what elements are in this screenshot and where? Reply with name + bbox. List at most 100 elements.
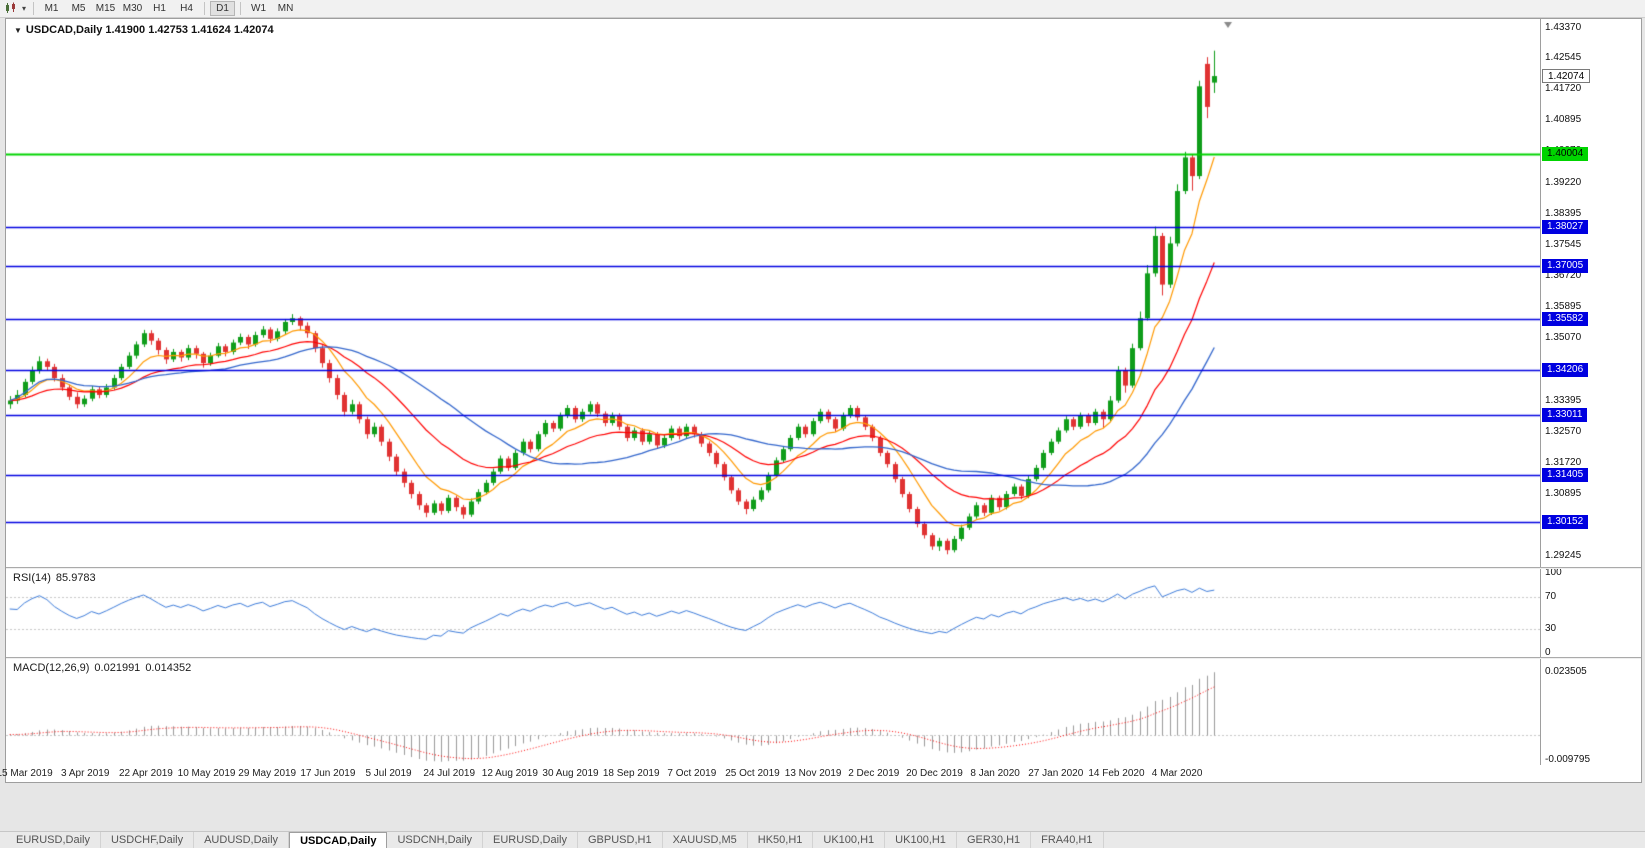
pane-separator[interactable]	[6, 657, 1641, 659]
price-tick-label: 1.36720	[1545, 270, 1582, 282]
date-tick-label: 25 Oct 2019	[725, 768, 780, 779]
chart-tabs-bar: EURUSD,Daily USDCHF,Daily AUDUSD,Daily USDC…	[0, 831, 1645, 848]
rsi-indicator-canvas[interactable]	[6, 569, 1541, 657]
price-tick-label: 1.40895	[1545, 114, 1582, 126]
date-tick-label: 2 Dec 2019	[848, 768, 900, 779]
timeframe-button-m1[interactable]: M1	[44, 3, 59, 14]
hline-price-badge: 1.33011	[1542, 408, 1588, 423]
timeframe-button-m30[interactable]: M30	[122, 3, 143, 14]
price-scale[interactable]: 1.433701.425451.417201.408951.400701.392…	[1540, 19, 1641, 782]
chart-tab-eurusd-daily[interactable]: EURUSD,Daily	[483, 832, 578, 848]
chart-tab-uk100-h1[interactable]: UK100,H1	[813, 832, 886, 848]
rsi-name: RSI(14)	[13, 572, 51, 584]
date-tick-label: 10 May 2019	[177, 768, 236, 779]
date-tick-label: 17 Jun 2019	[300, 768, 356, 779]
macd-name: MACD(12,26,9)	[13, 662, 90, 674]
hline-price-badge: 1.30152	[1542, 515, 1589, 530]
date-tick-label: 8 Jan 2020	[970, 768, 1020, 779]
date-tick-label: 12 Aug 2019	[481, 768, 538, 779]
price-tick-label: 1.29245	[1545, 549, 1582, 561]
price-tick-label: 1.37545	[1545, 239, 1582, 251]
chart-tab-audusd-daily[interactable]: AUDUSD,Daily	[194, 832, 290, 848]
chart-tab-xauusd-m5[interactable]: XAUUSD,M5	[663, 832, 748, 848]
timeframe-button-m5[interactable]: M5	[71, 3, 86, 14]
chart-tab-hk50-h1[interactable]: HK50,H1	[748, 832, 814, 848]
timeframe-button-h1[interactable]: H1	[153, 3, 166, 14]
macd-indicator-canvas[interactable]	[6, 659, 1541, 765]
chart-tab-fra40-h1[interactable]: FRA40,H1	[1031, 832, 1104, 848]
price-chart-canvas[interactable]	[6, 19, 1541, 567]
chart-tab-gbpusd-h1[interactable]: GBPUSD,H1	[578, 832, 663, 848]
price-tick-label: 1.35070	[1545, 332, 1582, 344]
macd-scale-label: -0.009795	[1545, 754, 1591, 766]
date-tick-label: 30 Aug 2019	[542, 768, 599, 779]
price-tick-label: 1.41720	[1545, 83, 1582, 95]
date-tick-label: 22 Apr 2019	[118, 768, 173, 779]
rsi-scale-label: 0	[1545, 647, 1551, 658]
chart-type-dropdown-icon[interactable]: ▾	[22, 4, 27, 13]
macd-scale-label: 0.023505	[1545, 666, 1587, 678]
price-tick-label: 1.33395	[1545, 394, 1582, 406]
hline-price-badge: 1.40004	[1542, 146, 1589, 161]
price-tick-label: 1.31720	[1545, 457, 1582, 469]
date-tick-label: 4 Mar 2020	[1151, 768, 1203, 779]
chart-tab-usdcnh-daily[interactable]: USDCNH,Daily	[387, 832, 484, 848]
hline-price-badge: 1.34206	[1542, 363, 1589, 378]
macd-main-value: 0.021991	[94, 662, 141, 674]
date-tick-label: 27 Jan 2020	[1028, 768, 1084, 779]
timeframe-button-w1[interactable]: W1	[251, 3, 267, 14]
timeframe-button-d1[interactable]: D1	[210, 1, 236, 16]
toolbar-separator	[204, 2, 206, 15]
date-tick-label: 3 Apr 2019	[61, 768, 110, 779]
price-tick-label: 1.43370	[1545, 21, 1582, 33]
time-scale[interactable]: 15 Mar 2019 3 Apr 2019 22 Apr 2019 10 May 2…	[0, 765, 1541, 782]
price-tick-label: 1.39220	[1545, 176, 1582, 188]
toolbar-separator	[33, 2, 35, 15]
timeframe-button-m15[interactable]: M15	[95, 3, 116, 14]
price-tick-label: 1.35895	[1545, 301, 1582, 313]
price-tick-label: 1.38395	[1545, 207, 1582, 219]
ohlc-values: 1.41900 1.42753 1.41624 1.42074	[105, 24, 274, 36]
date-tick-label: 13 Nov 2019	[784, 768, 842, 779]
rsi-scale-label: 30	[1545, 623, 1557, 634]
date-tick-label: 20 Dec 2019	[906, 768, 963, 779]
chart-tab-eurusd-daily[interactable]: EURUSD,Daily	[6, 832, 101, 848]
timeframe-toolbar: ▾ M1 M5 M15 M30 H1 H4 D1 W1 MN	[0, 0, 1645, 18]
date-tick-label: 14 Feb 2020	[1088, 768, 1145, 779]
date-tick-label: 7 Oct 2019	[667, 768, 717, 779]
date-tick-label: 29 May 2019	[238, 768, 297, 779]
macd-signal-value: 0.014352	[145, 662, 192, 674]
timeframe-buttons-group: M1 M5 M15 M30 H1 H4 D1 W1 MN	[38, 1, 299, 16]
rsi-label: RSI(14) 85.9783	[13, 572, 96, 584]
date-tick-label: 5 Jul 2019	[365, 768, 412, 779]
hline-price-badge: 1.37005	[1542, 258, 1589, 273]
chart-window: ▼ USDCAD,Daily 1.41900 1.42753 1.41624 1.…	[0, 18, 1642, 783]
timeframe-button-mn[interactable]: MN	[277, 3, 294, 14]
current-price-badge: 1.42074	[1542, 69, 1591, 84]
pane-separator[interactable]	[6, 567, 1641, 569]
date-tick-label: 18 Sep 2019	[602, 768, 660, 779]
hline-price-badge: 1.31405	[1542, 468, 1589, 483]
rsi-scale-label: 70	[1545, 591, 1557, 602]
price-tick-label: 1.30895	[1545, 488, 1582, 500]
price-tick-label: 1.42545	[1545, 52, 1582, 64]
date-tick-label: 24 Jul 2019	[423, 768, 476, 779]
chart-tab-usdcad-daily[interactable]: USDCAD,Daily	[289, 832, 388, 848]
chart-title: ▼ USDCAD,Daily 1.41900 1.42753 1.41624 1.…	[14, 24, 274, 36]
toolbar-separator	[240, 2, 242, 15]
candlestick-chart-icon	[6, 2, 15, 13]
price-tick-label: 1.32570	[1545, 425, 1582, 437]
chart-type-icon[interactable]	[4, 2, 19, 15]
rsi-value: 85.9783	[55, 572, 96, 584]
timeframe-button-h4[interactable]: H4	[180, 3, 193, 14]
chart-collapse-icon[interactable]: ▼	[14, 26, 22, 35]
macd-label: MACD(12,26,9) 0.021991 0.014352	[13, 662, 191, 674]
chart-tab-usdchf-daily[interactable]: USDCHF,Daily	[101, 832, 195, 848]
chart-tab-uk100-h1[interactable]: UK100,H1	[885, 832, 957, 848]
symbol-period-label: USDCAD,Daily	[25, 24, 103, 36]
rsi-scale-label: 100	[1545, 567, 1562, 578]
chart-tab-ger30-h1[interactable]: GER30,H1	[957, 832, 1032, 848]
hline-price-badge: 1.38027	[1542, 220, 1589, 235]
hline-price-badge: 1.35582	[1542, 311, 1589, 326]
